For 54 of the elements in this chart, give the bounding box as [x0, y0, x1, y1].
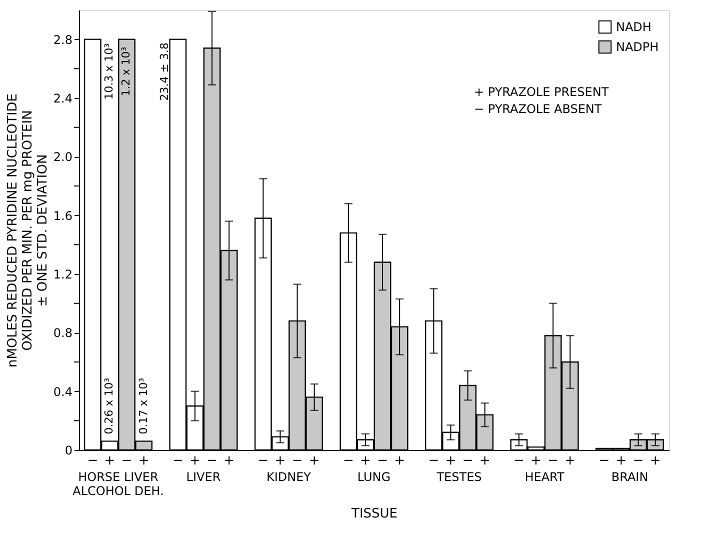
text: LUNG	[357, 470, 391, 484]
annotation: 23.4 ± 3.8	[158, 42, 171, 101]
annotation: 0.26 x 10³	[102, 378, 116, 434]
y-tick-label: 1.2	[53, 268, 72, 282]
x-tick-label: +	[308, 454, 320, 468]
x-tick-label: +	[394, 454, 406, 468]
x-tick-label: −	[428, 454, 440, 468]
x-tick-label: −	[172, 454, 184, 468]
y-tick-label: 0	[64, 444, 72, 458]
text: KIDNEY	[266, 470, 312, 484]
x-tick-label: −	[598, 454, 610, 468]
x-tick-label: −	[342, 454, 354, 468]
legend-label: NADPH	[616, 40, 659, 54]
annotation: 10.3 x 10³	[102, 43, 116, 100]
y-tick-label: 2.8	[53, 32, 72, 47]
x-tick-label: +	[104, 454, 116, 468]
y-tick-label: 1.6	[53, 208, 72, 223]
text: LIVER	[186, 470, 221, 484]
x-tick-label: −	[121, 454, 132, 468]
x-tick-label: +	[190, 454, 200, 468]
x-tick-label: +	[360, 454, 371, 468]
x-axis-title: TISSUE	[350, 506, 398, 522]
x-tick-label: +	[274, 454, 286, 468]
x-tick-label: +	[650, 454, 661, 468]
y-axis-title: nMOLES REDUCED PYRIDINE NUCLEOTIDE OXIDIZED PER MIN. PER mg PROTEIN ± ONE STD. DEVIATION	[5, 93, 50, 368]
x-tick-label: −	[513, 454, 524, 468]
text: HEART	[524, 470, 565, 484]
annotation: + PYRAZOLE PRESENT	[474, 85, 610, 99]
y-tick-label: 0.4	[53, 384, 72, 399]
x-tick-label: −	[632, 454, 644, 468]
x-tick-label: +	[138, 454, 150, 468]
annotation: 0.17 x 10³	[136, 378, 150, 434]
x-tick-label: +	[445, 454, 456, 468]
x-tick-label: −	[206, 454, 218, 468]
y-tick-label: 2.0	[53, 150, 72, 164]
x-tick-label: −	[377, 454, 388, 468]
x-tick-label: +	[616, 454, 627, 468]
x-tick-label: −	[87, 454, 98, 468]
text: HORSE LIVER ALCOHOL DEH.	[72, 470, 164, 498]
annotation: 1.2 x 10³	[120, 46, 133, 96]
x-tick-label: +	[479, 454, 490, 468]
text: TESTES	[436, 470, 482, 484]
x-tick-label: +	[564, 454, 576, 468]
x-tick-label: −	[462, 454, 474, 468]
x-tick-label: +	[224, 454, 235, 468]
x-tick-label: +	[530, 454, 542, 468]
y-tick-label: 2.4	[53, 92, 72, 106]
annotation: − PYRAZOLE ABSENT	[474, 102, 602, 116]
legend-label: NADH	[616, 20, 652, 34]
x-tick-label: −	[258, 454, 269, 468]
x-tick-label: −	[292, 454, 303, 468]
y-tick-label: 0.8	[53, 326, 72, 340]
x-tick-label: −	[548, 454, 558, 468]
text: BRAIN	[611, 470, 648, 484]
